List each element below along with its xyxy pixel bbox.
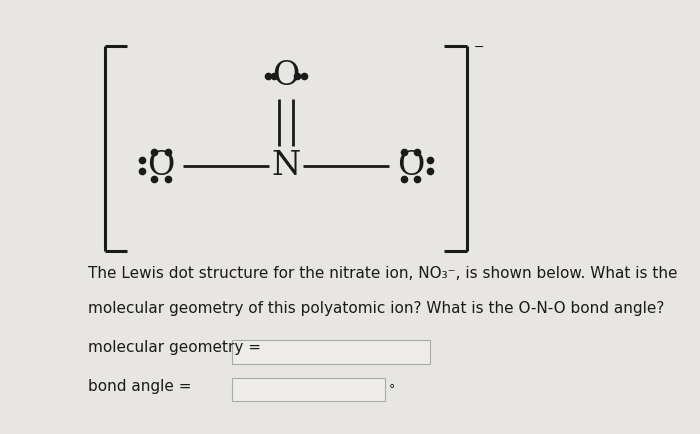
FancyBboxPatch shape [232,378,385,401]
Text: O: O [148,150,175,181]
Text: The Lewis dot structure for the nitrate ion, NO₃⁻, is shown below. What is the: The Lewis dot structure for the nitrate … [88,266,677,281]
Text: molecular geometry =: molecular geometry = [88,340,260,355]
FancyBboxPatch shape [232,340,430,364]
Text: bond angle =: bond angle = [88,379,191,394]
Text: O: O [272,59,300,92]
Text: N: N [271,150,300,181]
Text: O: O [397,150,424,181]
Text: °: ° [389,383,396,396]
Text: −: − [474,41,484,54]
Text: molecular geometry of this polyatomic ion? What is the O-N-O bond angle?: molecular geometry of this polyatomic io… [88,301,664,316]
